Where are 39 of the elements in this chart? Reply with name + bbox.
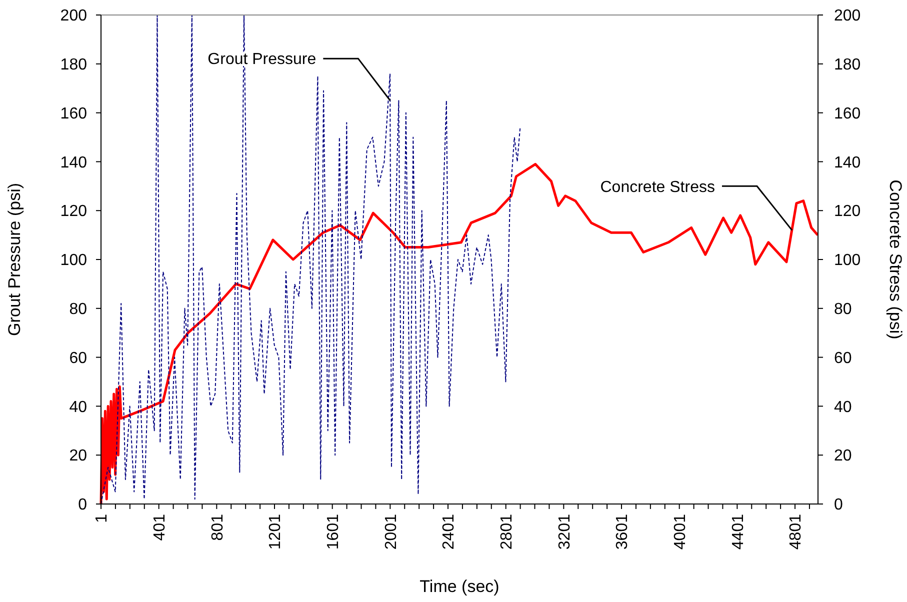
y-tick-label: 120 [60,203,88,220]
x-tick-label: 1201 [267,514,284,550]
x-tick-label: 4001 [672,514,689,550]
y2-tick-label: 140 [834,154,861,172]
x-tick-label: 401 [151,514,168,541]
y2-tick-label: 20 [834,448,852,465]
x-tick-label: 3201 [556,514,574,550]
x-tick-label: 2001 [382,514,400,550]
y2-tick-label: 40 [834,398,852,416]
y2-tick-label: 100 [834,252,861,270]
y-tick-label: 60 [69,350,88,367]
y-tick-label: 140 [60,154,88,172]
x-tick-label: 2401 [440,514,458,550]
y2-tick-label: 160 [834,105,861,122]
y2-tick-label: 80 [834,301,852,318]
y-tick-label: 0 [78,496,88,514]
y-tick-label: 40 [69,398,88,416]
x-axis-title: Time (sec) [420,577,500,596]
y2-tick-label: 0 [834,496,843,514]
x-tick-label: 1601 [324,514,342,550]
y-tick-label: 200 [60,8,88,25]
x-tick-label: 4401 [730,514,747,550]
y2-tick-label: 120 [834,203,861,220]
x-tick-label: 2801 [498,514,516,550]
y-tick-label: 180 [60,56,88,74]
x-tick-label: 801 [209,514,226,541]
y-tick-label: 100 [60,252,88,270]
y-axis-title: Grout Pressure (psi) [5,182,24,336]
x-tick-label: 3601 [614,514,632,550]
y-tick-label: 20 [69,448,88,465]
x-tick-label: 1 [94,514,111,523]
y2-tick-label: 60 [834,350,852,367]
y-tick-label: 160 [60,105,88,122]
y2-axis-title: Concrete Stress (psi) [886,180,905,340]
annotation: Concrete Stress [600,178,715,196]
y-tick-label: 80 [69,301,88,318]
x-tick-label: 4801 [788,514,805,550]
y2-tick-label: 180 [834,56,861,74]
y2-tick-label: 200 [834,8,861,25]
